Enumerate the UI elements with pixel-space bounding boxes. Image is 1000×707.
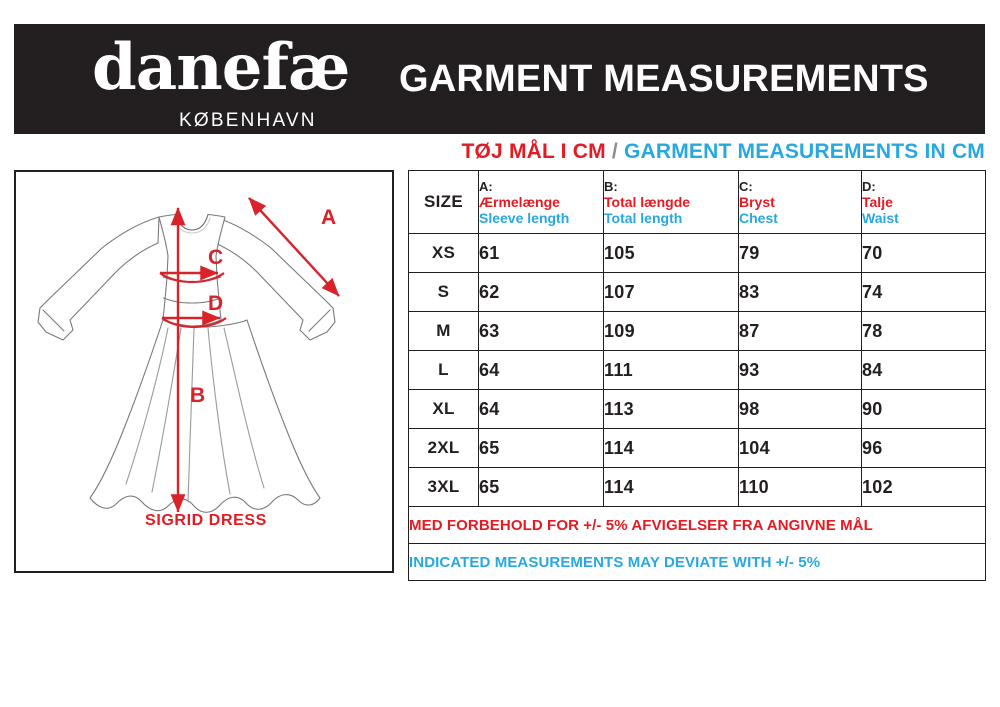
- row-value-b: 114: [603, 467, 739, 507]
- row-size: S: [408, 272, 479, 312]
- measurements-table-wrap: SIZE A: Ærmelænge Sleeve length B: Total…: [408, 170, 986, 581]
- header-d-danish: Talje: [862, 193, 893, 210]
- label-d: D: [208, 292, 223, 315]
- table-row: 3XL 65 114 110 102: [408, 467, 986, 507]
- header-b-english: Total length: [604, 209, 683, 226]
- header-b-danish: Total længde: [604, 193, 691, 210]
- row-value-d: 78: [861, 311, 986, 351]
- dress-technical-drawing: A B C D: [37, 197, 340, 513]
- row-value-c: 79: [738, 233, 862, 273]
- table-row: M 63 109 87 78: [408, 311, 986, 351]
- table-row: S 62 107 83 74: [408, 272, 986, 312]
- header-b-letter: B:: [604, 178, 618, 194]
- header-banner: danefæ KØBENHAVN GARMENT MEASUREMENTS: [14, 24, 985, 134]
- measurements-table: SIZE A: Ærmelænge Sleeve length B: Total…: [408, 170, 986, 581]
- row-value-a: 62: [478, 272, 604, 312]
- arrow-c: [159, 272, 225, 283]
- label-b: B: [190, 384, 205, 407]
- header-size: SIZE: [408, 170, 479, 234]
- header-col-a: A: Ærmelænge Sleeve length: [478, 170, 604, 234]
- row-size: XL: [408, 389, 479, 429]
- header-a-english: Sleeve length: [479, 209, 570, 226]
- header-c-letter: C:: [739, 178, 753, 194]
- row-size: 2XL: [408, 428, 479, 468]
- row-value-d: 96: [861, 428, 986, 468]
- row-value-a: 65: [478, 428, 604, 468]
- note-danish: MED FORBEHOLD FOR +/- 5% AFVIGELSER FRA …: [408, 506, 986, 544]
- row-value-a: 61: [478, 233, 604, 273]
- brand-logo: danefæ KØBENHAVN: [14, 24, 399, 134]
- row-value-c: 98: [738, 389, 862, 429]
- subtitle-separator: /: [611, 140, 618, 163]
- garment-illustration-panel: A B C D SIGRID DRESS: [14, 170, 394, 573]
- row-value-b: 105: [603, 233, 739, 273]
- row-value-c: 110: [738, 467, 862, 507]
- row-value-a: 65: [478, 467, 604, 507]
- header-col-c: C: Bryst Chest: [738, 170, 862, 234]
- page-title: GARMENT MEASUREMENTS: [399, 57, 929, 100]
- row-value-d: 84: [861, 350, 986, 390]
- note-row-danish: MED FORBEHOLD FOR +/- 5% AFVIGELSER FRA …: [408, 506, 986, 544]
- row-value-b: 114: [603, 428, 739, 468]
- header-c-english: Chest: [739, 209, 778, 226]
- row-value-c: 83: [738, 272, 862, 312]
- label-c: C: [208, 246, 223, 269]
- brand-wordmark: danefæ: [92, 30, 350, 105]
- table-row: XS 61 105 79 70: [408, 233, 986, 273]
- arrow-d: [161, 317, 227, 328]
- row-value-d: 74: [861, 272, 986, 312]
- row-value-a: 64: [478, 389, 604, 429]
- row-value-c: 93: [738, 350, 862, 390]
- header-a-letter: A:: [479, 178, 493, 194]
- arrow-a: [248, 197, 340, 297]
- row-value-b: 113: [603, 389, 739, 429]
- table-row: XL 64 113 98 90: [408, 389, 986, 429]
- table-header-row: SIZE A: Ærmelænge Sleeve length B: Total…: [408, 170, 986, 234]
- header-d-english: Waist: [862, 209, 899, 226]
- row-value-b: 107: [603, 272, 739, 312]
- measurement-arrows: [159, 197, 340, 513]
- row-value-b: 111: [603, 350, 739, 390]
- header-d-letter: D:: [862, 178, 876, 194]
- row-size: 3XL: [408, 467, 479, 507]
- row-value-a: 64: [478, 350, 604, 390]
- row-value-d: 90: [861, 389, 986, 429]
- header-col-b: B: Total længde Total length: [603, 170, 739, 234]
- header-a-danish: Ærmelænge: [479, 193, 560, 210]
- table-row: L 64 111 93 84: [408, 350, 986, 390]
- garment-name-label: SIGRID DRESS: [145, 512, 267, 529]
- table-row: 2XL 65 114 104 96: [408, 428, 986, 468]
- row-value-a: 63: [478, 311, 604, 351]
- subtitle-english: GARMENT MEASUREMENTS IN CM: [623, 140, 985, 163]
- subtitle-line: TØJ MÅL I CM / GARMENT MEASUREMENTS IN C…: [0, 140, 985, 164]
- header-c-danish: Bryst: [739, 193, 775, 210]
- row-value-c: 87: [738, 311, 862, 351]
- row-value-d: 102: [861, 467, 986, 507]
- dress-outline: [37, 213, 336, 513]
- row-value-d: 70: [861, 233, 986, 273]
- subtitle-danish: TØJ MÅL I CM: [461, 140, 606, 163]
- row-size: L: [408, 350, 479, 390]
- row-size: XS: [408, 233, 479, 273]
- header-col-d: D: Talje Waist: [861, 170, 986, 234]
- note-row-english: INDICATED MEASUREMENTS MAY DEVIATE WITH …: [408, 543, 986, 581]
- note-english: INDICATED MEASUREMENTS MAY DEVIATE WITH …: [408, 543, 986, 581]
- label-a: A: [321, 206, 336, 229]
- brand-subtitle: KØBENHAVN: [179, 110, 317, 131]
- row-value-b: 109: [603, 311, 739, 351]
- row-value-c: 104: [738, 428, 862, 468]
- row-size: M: [408, 311, 479, 351]
